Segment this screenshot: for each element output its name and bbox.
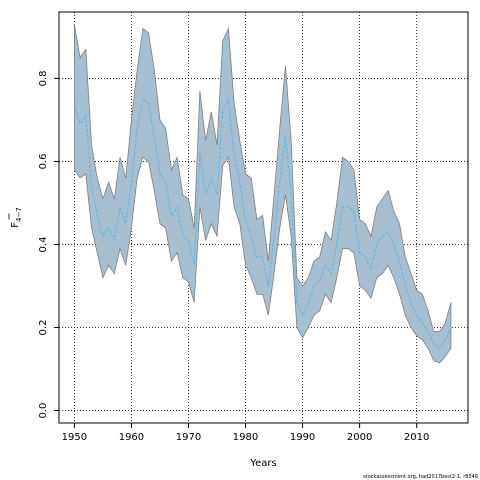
x-axis: 1950 1960 1970 1980 1990 2000 2010 xyxy=(62,423,429,443)
y-tick-label: 0.6 xyxy=(38,154,49,170)
y-tick-label: 0.0 xyxy=(38,403,49,419)
footer-note: stockassessment.org, had2017best2-1, r85… xyxy=(363,474,478,480)
x-axis-title: Years xyxy=(249,458,276,469)
y-tick-label: 0.8 xyxy=(38,70,49,86)
plot-frame xyxy=(58,11,469,424)
x-tick-label: 1990 xyxy=(290,432,315,443)
x-tick-label: 1960 xyxy=(119,432,144,443)
x-tick-label: 1950 xyxy=(62,432,87,443)
confidence-band xyxy=(74,24,452,364)
y-axis-title-subscript: 4−7 xyxy=(15,207,23,222)
estimate-line xyxy=(73,97,452,349)
x-tick-label: 1980 xyxy=(233,432,258,443)
y-tick-label: 0.2 xyxy=(38,320,49,336)
y-tick-label: 0.4 xyxy=(38,237,49,253)
x-tick-label: 2000 xyxy=(347,432,372,443)
estimate-line-layer xyxy=(73,97,452,349)
x-tick-label: 1970 xyxy=(176,432,201,443)
y-axis: 0.0 0.2 0.4 0.6 0.8 xyxy=(38,70,59,418)
confidence-band-layer xyxy=(74,24,452,364)
y-axis-title-main: F xyxy=(10,222,21,228)
svg-text:F4−7: F4−7 xyxy=(10,207,23,228)
y-axis-title: F4−7 xyxy=(8,207,23,228)
x-tick-label: 2010 xyxy=(404,432,429,443)
